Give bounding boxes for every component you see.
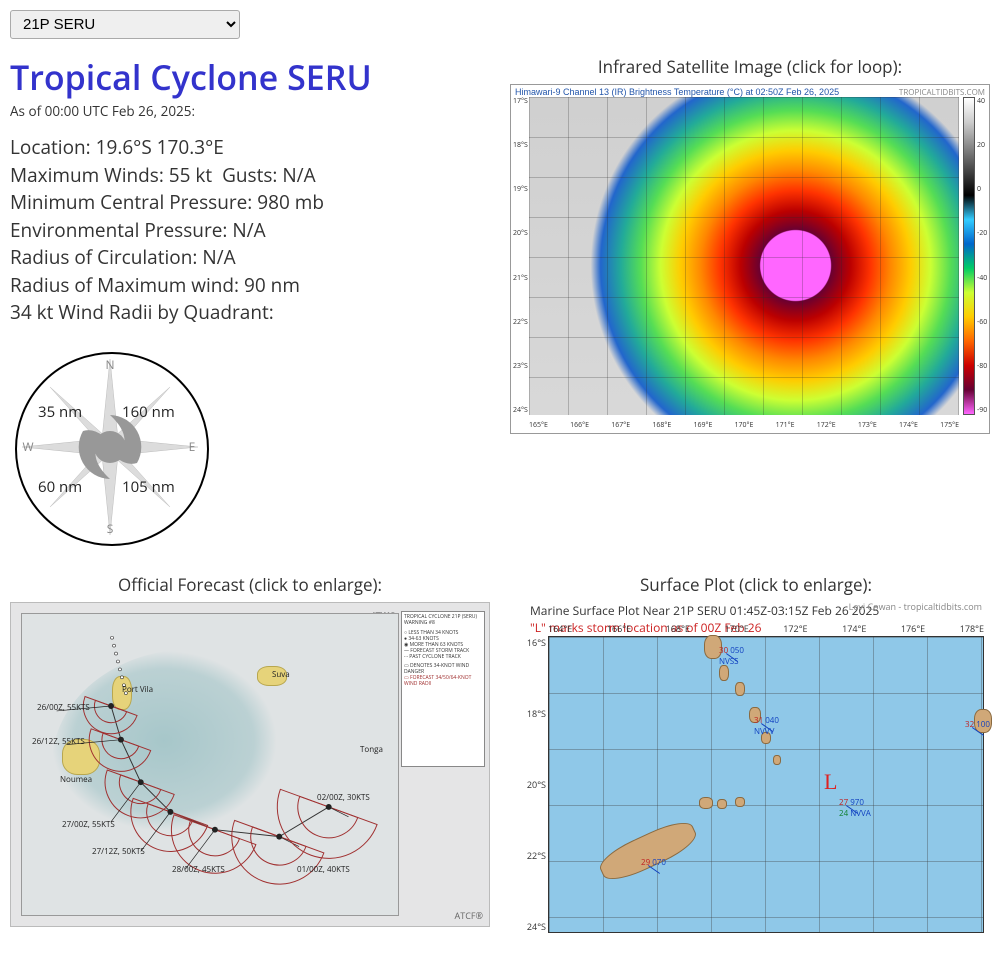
storm-center-marker: L [824,769,837,795]
stat-mincp: Minimum Central Pressure: 980 mb [10,189,490,217]
stat-envp: Environmental Pressure: N/A [10,217,490,245]
surface-caption: Surface Plot (click to enlarge): [520,573,992,596]
satellite-column: Infrared Satellite Image (click for loop… [510,49,990,434]
radii-sw: 60 nm [38,477,82,497]
forecast-point-label: 02/00Z, 30KTS [317,792,370,803]
storm-select[interactable]: 21P SERU [10,10,240,39]
forecast-legend: TROPICAL CYCLONE 21P (SERU) WARNING #8 ○… [401,611,485,767]
forecast-point-label: 27/12Z, 50KTS [92,846,145,857]
forecast-point-label: 28/00Z, 45KTS [172,864,225,875]
stat-location: Location: 19.6°S 170.3°E [10,134,490,162]
forecast-atcf: ATCF® [455,909,483,922]
surface-map: L 30 050NVSS31 040NVVV27 97024 NVVA29 07… [548,636,984,933]
satellite-brand: TROPICALTIDBITS.COM [899,87,985,98]
wind-radii-compass: N S E W 35 nm 160 nm 60 nm 105 nm [10,347,210,547]
page-title: Tropical Cyclone SERU [10,54,490,100]
stat-radii-label: 34 kt Wind Radii by Quadrant: [10,299,490,327]
surface-lat-ticks: 16°S18°S20°S22°S24°S [522,636,546,933]
stat-roc: Radius of Circulation: N/A [10,244,490,272]
surface-lon-ticks: 164°E166°E168°E170°E172°E174°E176°E178°E [548,622,984,635]
surface-panel: Surface Plot (click to enlarge): Levi Co… [520,567,992,937]
colorbar-icon [963,97,975,415]
surface-image[interactable]: Levi Cowan - tropicaltidbits.com Marine … [520,602,990,937]
radii-nw: 35 nm [38,402,82,422]
forecast-image[interactable]: JTWC 26/00Z, 55KTS26/12Z, 55KTS27/00Z, 5… [10,602,490,927]
surface-obs: 32 100 [965,719,990,730]
radii-ne: 160 nm [122,402,175,422]
satellite-image[interactable]: Himawari-9 Channel 13 (IR) Brightness Te… [510,84,990,434]
surface-obs: 27 97024 NVVA [839,797,871,819]
forecast-caption: Official Forecast (click to enlarge): [10,573,490,596]
asof-text: As of 00:00 UTC Feb 26, 2025: [10,102,490,120]
forecast-map: 26/00Z, 55KTS 26/12Z, 55KTS 27/00Z, 55KTS 2… [21,613,399,916]
forecast-point-label: 26/12Z, 55KTS [32,736,85,747]
storm-stats: Location: 19.6°S 170.3°E Maximum Winds: … [10,134,490,327]
stat-rmw: Radius of Maximum wind: 90 nm [10,272,490,300]
satellite-lon-ticks: 165°E166°E167°E168°E169°E170°E171°E172°E… [529,421,959,430]
surface-brand: Levi Cowan - tropicaltidbits.com [849,600,982,613]
satellite-caption: Infrared Satellite Image (click for loop… [510,55,990,78]
info-column: Tropical Cyclone SERU As of 00:00 UTC Fe… [10,49,490,547]
surface-obs: 29 070 [641,857,666,868]
forecast-point-label: 26/00Z, 55KTS [37,702,90,713]
forecast-point-label: 27/00Z, 55KTS [62,819,115,830]
satellite-title: Himawari-9 Channel 13 (IR) Brightness Te… [515,87,839,97]
forecast-panel: Official Forecast (click to enlarge): JT… [10,567,490,937]
forecast-point-label: 01/00Z, 40KTS [297,864,350,875]
colorbar-ticks: 40200-20-40-60-80-90 [977,97,987,415]
radii-se: 105 nm [122,477,175,497]
satellite-lat-ticks: 17°S18°S19°S20°S21°S22°S23°S24°S [513,97,528,415]
stat-maxwinds: Maximum Winds: 55 kt Gusts: N/A [10,162,490,190]
